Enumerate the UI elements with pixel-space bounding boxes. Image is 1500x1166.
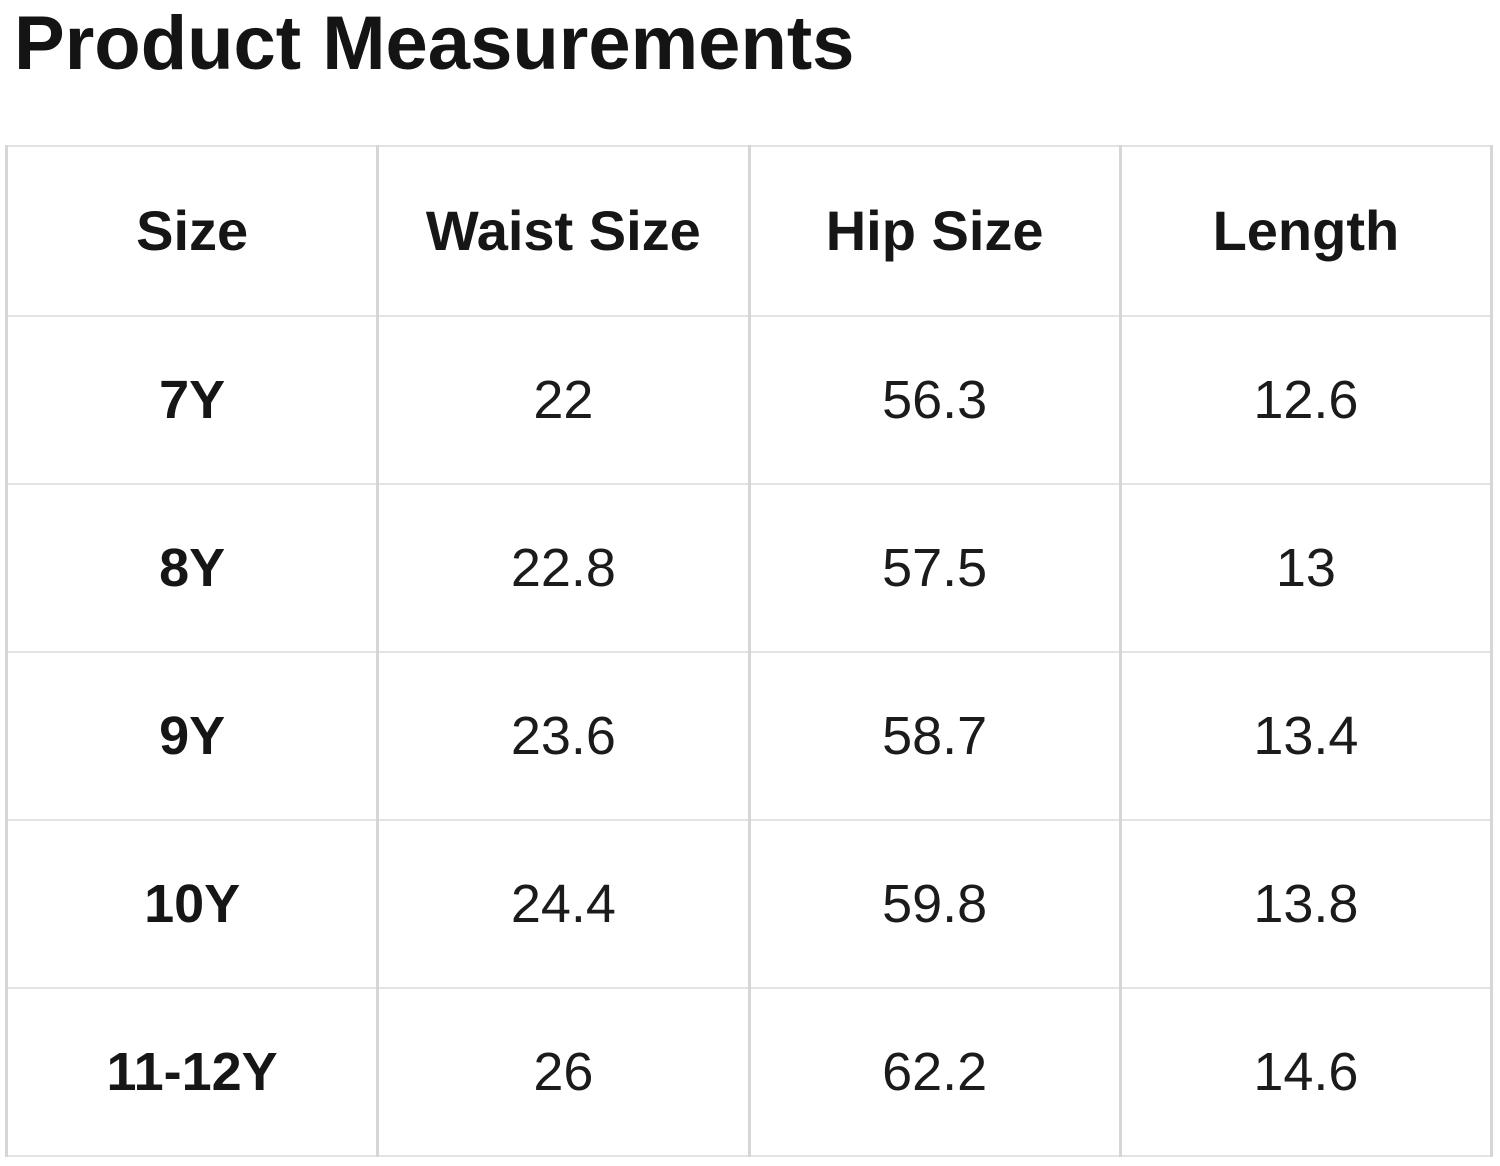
length-cell: 13.4 — [1118, 650, 1494, 821]
table-row: 10Y 24.4 59.8 13.8 — [4, 818, 1494, 989]
length-cell: 13.8 — [1118, 818, 1494, 989]
waist-cell: 24.4 — [376, 818, 751, 989]
size-cell: 7Y — [4, 314, 380, 485]
length-cell: 13 — [1118, 482, 1494, 653]
waist-cell: 23.6 — [376, 650, 751, 821]
length-cell: 14.6 — [1118, 986, 1494, 1157]
length-cell: 12.6 — [1118, 314, 1494, 485]
size-cell: 10Y — [4, 818, 380, 989]
hip-cell: 59.8 — [747, 818, 1122, 989]
hip-cell: 58.7 — [747, 650, 1122, 821]
measurements-table: Size Waist Size Hip Size Length 7Y 22 56… — [4, 144, 1494, 1157]
column-header-size: Size — [4, 144, 380, 317]
table-row: 8Y 22.8 57.5 13 — [4, 482, 1494, 653]
header-row: Size Waist Size Hip Size Length — [4, 144, 1494, 317]
column-header-length: Length — [1118, 144, 1494, 317]
page-title: Product Measurements — [14, 1, 855, 86]
table-header: Size Waist Size Hip Size Length — [4, 144, 1494, 317]
size-cell: 8Y — [4, 482, 380, 653]
column-header-hip: Hip Size — [747, 144, 1122, 317]
waist-cell: 26 — [376, 986, 751, 1157]
size-cell: 11-12Y — [4, 986, 380, 1157]
hip-cell: 57.5 — [747, 482, 1122, 653]
size-cell: 9Y — [4, 650, 380, 821]
table-body: 7Y 22 56.3 12.6 8Y 22.8 57.5 13 9Y 23.6 … — [4, 314, 1494, 1157]
table-row: 11-12Y 26 62.2 14.6 — [4, 986, 1494, 1157]
waist-cell: 22 — [376, 314, 751, 485]
column-header-waist: Waist Size — [376, 144, 751, 317]
hip-cell: 62.2 — [747, 986, 1122, 1157]
waist-cell: 22.8 — [376, 482, 751, 653]
table-row: 9Y 23.6 58.7 13.4 — [4, 650, 1494, 821]
table-row: 7Y 22 56.3 12.6 — [4, 314, 1494, 485]
hip-cell: 56.3 — [747, 314, 1122, 485]
